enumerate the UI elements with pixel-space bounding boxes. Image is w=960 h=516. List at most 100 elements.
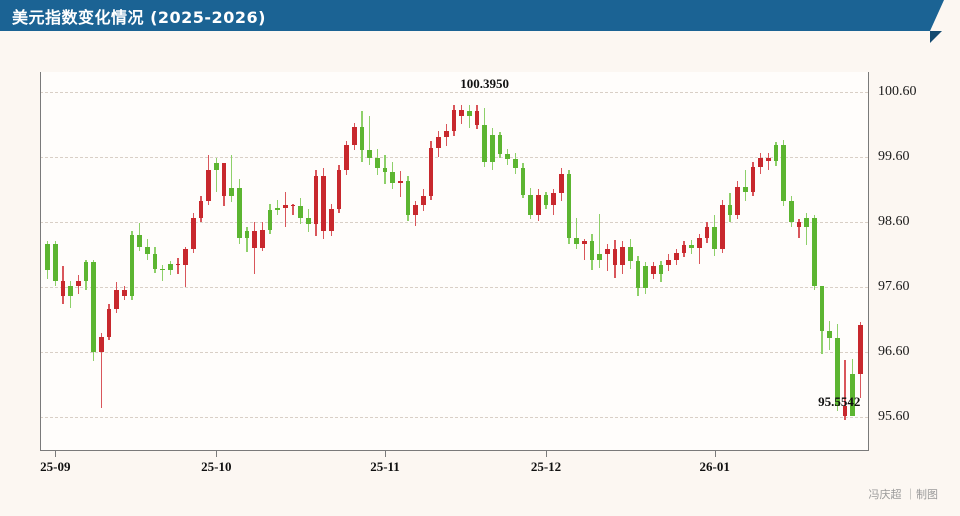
x-tick-label: 25-12 xyxy=(530,459,562,474)
candle-wick xyxy=(598,214,601,268)
candlestick xyxy=(298,198,304,225)
banner-tail-shape xyxy=(930,0,944,31)
candlestick xyxy=(574,217,580,250)
candlestick xyxy=(520,163,526,199)
candlestick xyxy=(727,193,733,222)
y-tick-label: 100.60 xyxy=(878,83,917,99)
candle-body xyxy=(819,285,825,332)
candlestick xyxy=(183,246,189,288)
candle-wick xyxy=(844,360,846,420)
candlestick xyxy=(597,214,603,268)
candlestick xyxy=(229,155,235,203)
candlestick xyxy=(413,201,419,226)
candlestick xyxy=(696,233,702,264)
candlestick xyxy=(213,158,219,192)
candlestick xyxy=(512,152,518,174)
candle-body xyxy=(765,158,771,161)
candle-body xyxy=(497,134,503,155)
candle-body xyxy=(673,253,679,260)
candle-body xyxy=(351,126,357,145)
candle-body xyxy=(512,159,518,169)
candlestick xyxy=(796,219,802,238)
candle-body xyxy=(244,231,250,238)
candle-body xyxy=(735,186,741,216)
candle-body xyxy=(106,309,112,337)
candlestick xyxy=(558,168,564,202)
candlestick xyxy=(267,203,273,234)
candle-body xyxy=(367,150,373,158)
candlestick xyxy=(137,223,143,251)
candlestick xyxy=(313,169,319,237)
candlestick xyxy=(198,195,204,222)
candle-body xyxy=(796,221,802,228)
candle-wick xyxy=(368,116,371,165)
y-axis-line xyxy=(40,72,41,451)
candle-body xyxy=(359,126,365,151)
candle-body xyxy=(198,201,204,218)
candle-body xyxy=(451,109,457,131)
candlestick xyxy=(106,304,112,341)
candle-body xyxy=(474,111,480,126)
candle-body xyxy=(466,111,472,117)
x-tick-mark xyxy=(385,450,386,457)
candle-wick xyxy=(698,233,701,264)
candle-body xyxy=(137,234,143,247)
candle-body xyxy=(581,241,587,245)
candle-body xyxy=(321,176,327,231)
candlestick xyxy=(244,227,250,252)
gridline-95.60 xyxy=(40,417,868,419)
candlestick xyxy=(781,139,787,207)
candle-body xyxy=(666,259,672,265)
candlestick xyxy=(673,249,679,265)
gridline-98.60 xyxy=(40,221,868,223)
y-tick-label: 95.60 xyxy=(878,409,910,425)
gridline-97.60 xyxy=(40,287,868,289)
candlestick xyxy=(773,142,779,166)
candlestick xyxy=(489,128,495,170)
candle-wick xyxy=(767,152,770,170)
candle-body xyxy=(689,245,695,248)
candle-body xyxy=(543,194,549,205)
candlestick xyxy=(658,261,664,282)
candle-wick xyxy=(177,258,179,275)
candlestick xyxy=(436,130,442,157)
candlestick xyxy=(129,231,135,301)
candle-body xyxy=(60,280,66,297)
candle-body xyxy=(328,208,334,231)
y-axis-right-line xyxy=(868,72,869,451)
y-tick-label: 96.60 xyxy=(878,344,910,360)
candle-body xyxy=(704,227,710,238)
y-tick-label: 97.60 xyxy=(878,279,910,295)
candlestick-chart-plot-area: 100.3950 95.5542 xyxy=(40,72,868,450)
candlestick xyxy=(290,203,296,216)
candle-body xyxy=(428,147,434,196)
candlestick xyxy=(52,241,58,286)
candle-body xyxy=(650,266,656,275)
candlestick xyxy=(405,176,411,221)
title-banner: 美元指数变化情况 (2025-2026) xyxy=(0,0,930,31)
x-tick-mark xyxy=(714,450,716,457)
candlestick xyxy=(359,111,365,162)
candle-wick xyxy=(284,191,287,228)
candlestick xyxy=(589,233,595,271)
candlestick xyxy=(367,116,373,165)
candlestick xyxy=(681,241,687,258)
candlestick xyxy=(382,155,388,185)
candlestick xyxy=(466,104,472,129)
candle-wick xyxy=(798,219,800,238)
candlestick xyxy=(788,195,794,228)
candle-body xyxy=(336,169,342,209)
candle-wick xyxy=(161,264,164,281)
candlestick xyxy=(114,281,120,314)
candle-wick xyxy=(583,238,586,260)
candlestick xyxy=(612,240,618,278)
candle-wick xyxy=(744,169,747,202)
candle-body xyxy=(374,158,380,169)
candlestick xyxy=(68,280,74,308)
candlestick xyxy=(428,141,434,200)
banner-fold-shape xyxy=(930,31,942,43)
candle-wick xyxy=(100,332,103,409)
candle-wick xyxy=(230,155,233,203)
candlestick xyxy=(91,259,97,362)
candle-wick xyxy=(246,227,248,252)
